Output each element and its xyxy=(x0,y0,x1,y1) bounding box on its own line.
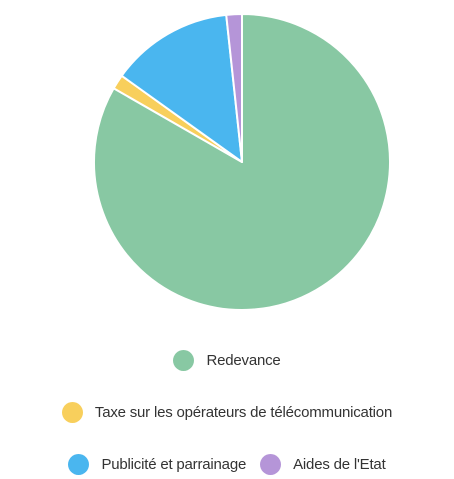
legend-swatch xyxy=(68,454,90,475)
legend-swatch xyxy=(260,454,282,475)
legend-item-redevance[interactable]: Redevance xyxy=(173,350,281,371)
legend-label: Taxe sur les opérateurs de télécommunica… xyxy=(94,404,393,421)
legend-row: Publicité et parrainage Aides de l'Etat xyxy=(0,454,454,475)
legend-item-taxe[interactable]: Taxe sur les opérateurs de télécommunica… xyxy=(61,402,393,423)
legend-label: Publicité et parrainage xyxy=(101,456,247,473)
legend-item-publicite[interactable]: Publicité et parrainage xyxy=(68,454,246,475)
legend-item-aides[interactable]: Aides de l'Etat xyxy=(260,454,386,475)
legend-swatch xyxy=(61,402,83,423)
legend-row: Taxe sur les opérateurs de télécommunica… xyxy=(0,402,454,423)
pie-slice-aides[interactable] xyxy=(225,12,243,163)
legend-label: Redevance xyxy=(206,352,281,369)
pie-slice-publicite[interactable] xyxy=(120,13,243,163)
legend-label: Aides de l'Etat xyxy=(293,456,386,473)
pie-plot-area xyxy=(93,12,391,311)
legend-swatch xyxy=(173,350,195,371)
pie-slices xyxy=(93,12,391,311)
legend-row: Redevance xyxy=(0,350,454,371)
